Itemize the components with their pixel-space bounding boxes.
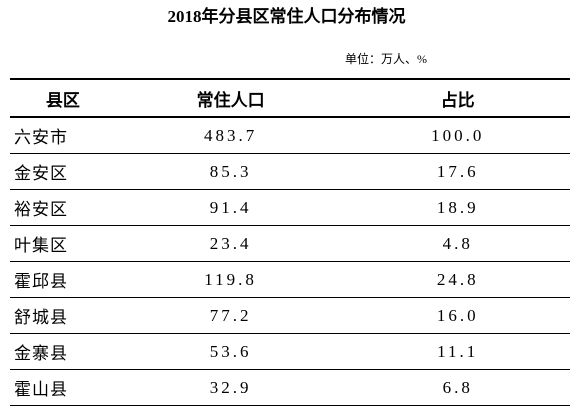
district-cell: 霍山县: [10, 369, 116, 406]
district-cell: 裕安区: [10, 189, 116, 226]
table-row: 霍邱县 119.8 24.8: [10, 261, 570, 298]
table-row: 金安区 85.3 17.6: [10, 153, 570, 190]
table-body: 六安市 483.7 100.0 金安区 85.3 17.6 裕安区 91.4 18.9 叶集区 23…: [10, 117, 570, 406]
table-row: 六安市 483.7 100.0: [10, 117, 570, 154]
column-header: 占比: [345, 78, 570, 118]
table-row: 叶集区 23.4 4.8: [10, 225, 570, 262]
value-cell: 53.6: [115, 333, 346, 370]
district-cell: 霍邱县: [10, 261, 116, 298]
value-cell: 4.8: [345, 225, 570, 262]
district-cell: 金寨县: [10, 333, 116, 370]
column-header: 县区: [10, 78, 116, 118]
header-row: 县区 常住人口 占比: [10, 78, 570, 118]
value-cell: 23.4: [115, 225, 346, 262]
column-header: 常住人口: [115, 78, 346, 118]
table-row: 舒城县 77.2 16.0: [10, 297, 570, 334]
value-cell: 100.0: [345, 117, 570, 154]
value-cell: 11.1: [345, 333, 570, 370]
value-cell: 85.3: [115, 153, 346, 190]
value-cell: 16.0: [345, 297, 570, 334]
value-cell: 6.8: [345, 369, 570, 406]
title: 2018年分县区常住人口分布情况: [167, 7, 406, 26]
value-cell: 91.4: [115, 189, 346, 226]
district-cell: 叶集区: [10, 225, 116, 262]
district-cell: 金安区: [10, 153, 116, 190]
table-row: 霍山县 32.9 6.8: [10, 369, 570, 406]
value-cell: 77.2: [115, 297, 346, 334]
district-cell: 六安市: [10, 117, 116, 154]
district-cell: 舒城县: [10, 297, 116, 334]
value-cell: 119.8: [115, 261, 346, 298]
unit-note: 单位：万人、%: [345, 52, 427, 66]
table-row: 金寨县 53.6 11.1: [10, 333, 570, 370]
value-cell: 483.7: [115, 117, 346, 154]
value-cell: 24.8: [345, 261, 570, 298]
value-cell: 18.9: [345, 189, 570, 226]
value-cell: 32.9: [115, 369, 346, 406]
data-table: 县区 常住人口 占比 六安市 483.7 100.0 金安区 85.3 17.6 裕安区 91.4…: [10, 78, 570, 406]
table-row: 裕安区 91.4 18.9: [10, 189, 570, 226]
value-cell: 17.6: [345, 153, 570, 190]
